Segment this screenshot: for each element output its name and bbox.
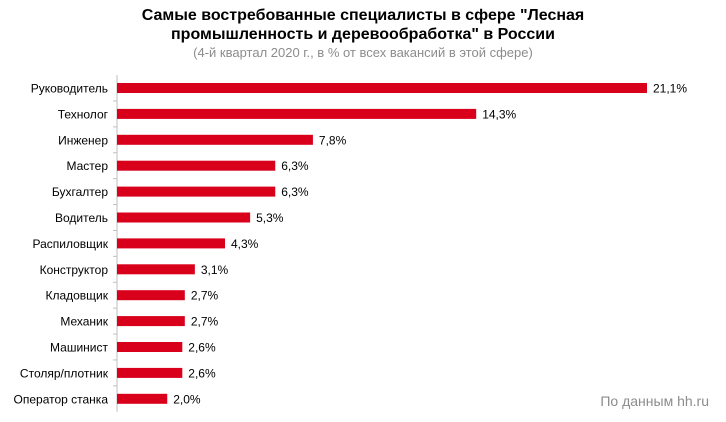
category-label: Оператор станка <box>14 392 109 406</box>
value-label: 14,3% <box>482 107 516 121</box>
value-label: 5,3% <box>256 211 284 225</box>
value-label: 6,3% <box>281 159 309 173</box>
bar <box>117 393 168 404</box>
value-label: 21,1% <box>653 82 687 96</box>
chart-subtitle: (4-й квартал 2020 г., в % от всех ваканс… <box>193 45 533 60</box>
value-label: 2,7% <box>191 315 219 329</box>
category-label: Инженер <box>58 133 108 147</box>
category-label: Машинист <box>50 341 108 355</box>
value-label: 3,1% <box>201 263 229 277</box>
bar <box>117 108 477 119</box>
chart-title: Самые востребованные специалисты в сфере… <box>141 7 585 43</box>
value-label: 7,8% <box>319 133 347 147</box>
category-label: Столяр/плотник <box>20 366 109 380</box>
value-label: 6,3% <box>281 185 309 199</box>
bar <box>117 186 276 197</box>
category-label: Технолог <box>58 107 109 121</box>
bar <box>117 264 195 275</box>
category-label: Руководитель <box>31 82 108 96</box>
category-label: Мастер <box>66 159 108 173</box>
bar <box>117 212 251 223</box>
category-label: Кладовщик <box>45 289 108 303</box>
value-label: 4,3% <box>231 237 259 251</box>
category-label: Конструктор <box>40 263 109 277</box>
source-note: По данным hh.ru <box>600 393 709 409</box>
category-label: Бухгалтер <box>52 185 108 199</box>
title-block: Самые востребованные специалисты в сфере… <box>0 6 726 61</box>
bar <box>117 134 313 145</box>
bar <box>117 83 647 93</box>
value-label: 2,6% <box>188 366 216 380</box>
category-label: Распиловщик <box>33 237 109 251</box>
value-label: 2,7% <box>191 289 219 303</box>
bar <box>117 342 183 352</box>
value-label: 2,6% <box>188 341 216 355</box>
category-label: Механик <box>60 315 108 329</box>
bar <box>117 290 185 301</box>
bar <box>117 238 226 249</box>
bar <box>117 160 276 171</box>
bar <box>117 367 183 378</box>
category-label: Водитель <box>55 211 108 225</box>
value-label: 2,0% <box>173 392 201 406</box>
bar <box>117 316 185 327</box>
